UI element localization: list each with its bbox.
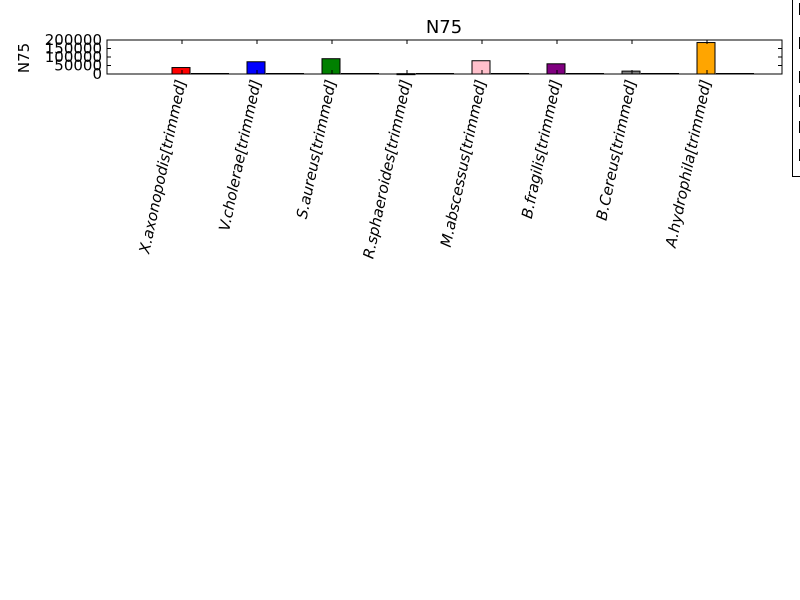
plot-area-frame — [106, 39, 783, 75]
x-tick-label: A.hydrophila[trimmed] — [662, 78, 715, 250]
x-tick-label: R.sphaeroides[trimmed] — [359, 78, 415, 260]
x-tick-label: S.aureus[trimmed] — [293, 78, 340, 220]
bar — [171, 67, 191, 75]
bar — [321, 58, 341, 75]
x-tick-label: V.cholerae[trimmed] — [215, 78, 265, 233]
x-tick-label: B.fragilis[trimmed] — [518, 78, 565, 220]
bar — [471, 60, 491, 75]
chart-title: N75 — [426, 17, 462, 38]
y-tick-label: 50000 — [54, 57, 102, 75]
y-axis-label: N75 — [15, 43, 33, 73]
bar — [246, 61, 266, 75]
legend — [792, 0, 800, 177]
bars-group — [171, 42, 716, 76]
x-tick-label: M.abscessus[trimmed] — [437, 78, 490, 249]
y-tick-label: 0 — [92, 65, 102, 83]
y-tick-label: 150000 — [45, 40, 102, 58]
y-tick-label: 200000 — [45, 31, 102, 49]
bar — [696, 42, 716, 75]
bar — [546, 63, 566, 75]
x-tick-label: X.axonopodis[trimmed] — [135, 78, 190, 256]
x-tick-label: B.Cereus[trimmed] — [592, 78, 639, 222]
y-tick-label: 100000 — [45, 48, 102, 66]
